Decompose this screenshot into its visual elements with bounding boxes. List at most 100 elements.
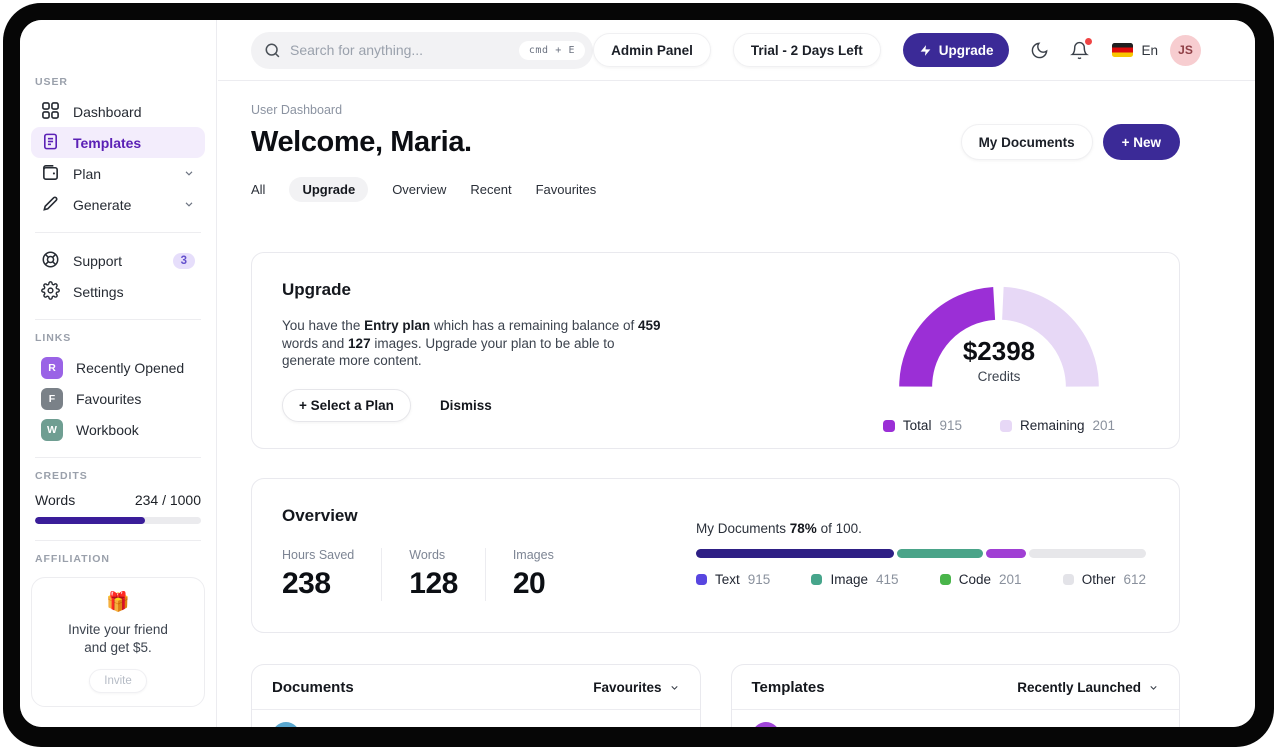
search-bar[interactable]: cmd + E [251,31,594,69]
templates-filter-dropdown[interactable]: Recently Launched [1017,680,1159,695]
upgrade-card-body: Upgrade You have the Entry plan which ha… [282,280,702,422]
sidebar-item-label: Plan [73,165,102,182]
dismiss-button[interactable]: Dismiss [439,397,492,413]
sidebar-section-affiliation: AFFILIATION [35,553,110,565]
legend-swatch [811,574,823,585]
breadcrumb: User Dashboard [251,103,343,117]
upgrade-card-actions: + Select a Plan Dismiss [282,388,702,422]
sidebar-item-dashboard[interactable]: Dashboard [31,96,205,127]
bar-segment-code [985,549,1026,558]
legend-item-other: Other 612 [1062,572,1146,587]
credits-progress-fill [35,517,145,524]
page-title: Welcome, Maria. [251,125,472,158]
tab-upgrade[interactable]: Upgrade [289,177,369,202]
legend-item-text: Text 915 [696,572,770,587]
stacked-progressbar [696,549,1146,558]
my-documents-button[interactable]: My Documents [960,124,1093,160]
language-label: En [1141,42,1158,58]
app-window: USER Dashboard Templates Plan Generate S… [20,20,1255,727]
sidebar-item-support[interactable]: Support 3 [31,245,205,276]
page-header: Welcome, Maria. My Documents + New [251,124,1180,160]
template-row[interactable]: Blog Post Title in Workbook [732,710,1180,727]
legend-swatch [1062,574,1074,585]
gauge-value: $2398 [962,336,1036,366]
select-plan-button[interactable]: + Select a Plan [282,388,411,422]
legend-item-total: Total 915 [882,418,962,433]
tab-overview[interactable]: Overview [392,182,447,197]
sidebar-item-templates[interactable]: Templates [31,127,205,158]
tab-bar: All Upgrade Overview Recent Favourites [251,177,1180,202]
germany-flag-icon [1112,43,1134,57]
templates-card-header: Templates Recently Launched [731,665,1179,710]
moon-icon [1030,41,1049,60]
link-initial-icon: R [41,356,63,379]
chevron-down-icon [669,682,680,693]
sidebar-item-generate[interactable]: Generate [31,189,205,220]
overview-stats-block: Overview Hours Saved 238 Words 128 Image… [282,506,672,605]
support-count-badge: 3 [172,252,195,269]
avatar[interactable]: JS [1170,34,1201,66]
sidebar-link-favourites[interactable]: F Favourites [31,383,205,414]
sidebar-item-settings[interactable]: Settings [31,276,205,307]
sidebar-link-recently-opened[interactable]: R Recently Opened [31,352,205,383]
upgrade-button[interactable]: Upgrade [902,33,1010,67]
sidebar-section-credits: CREDITS [35,470,88,482]
credits-name: Words [35,492,76,508]
sidebar-item-label: Support [73,252,123,269]
lifebuoy-icon [41,250,60,272]
overview-card-title: Overview [282,506,358,525]
sidebar-item-label: Dashboard [73,103,142,120]
document-row[interactable]: Untitled Document in Workbook [252,710,700,727]
credits-progressbar [35,517,201,524]
pencil-icon [41,194,60,216]
tab-favourites[interactable]: Favourites [535,182,597,197]
gauge-label: Credits [977,369,1021,384]
documents-card: Documents Favourites Untitled Document i… [251,664,701,727]
link-initial-icon: W [41,418,63,441]
upgrade-card: Upgrade You have the Entry plan which ha… [251,252,1180,449]
documents-filter-dropdown[interactable]: Favourites [593,680,679,695]
stat-value: 20 [512,567,546,600]
legend-swatch [939,574,951,585]
notification-dot [1085,37,1093,45]
tab-all[interactable]: All [251,182,266,197]
affiliation-text: Invite your friend and get $5. [68,622,168,655]
lightning-icon [919,44,932,57]
notifications-button[interactable] [1070,37,1093,60]
invite-button[interactable]: Invite [89,669,147,693]
search-input[interactable] [290,42,510,58]
tab-recent[interactable]: Recent [470,182,512,197]
documents-card-header: Documents Favourites [252,665,700,710]
gauge-arc-remaining [1001,286,1099,388]
theme-toggle-button[interactable] [1030,41,1049,60]
new-button[interactable]: + New [1102,124,1180,160]
gauge-center: $2398 Credits [890,336,1108,384]
trial-status-button[interactable]: Trial - 2 Days Left [732,33,881,67]
gear-icon [41,280,60,303]
legend-label: Text [715,572,740,587]
search-icon [264,42,281,59]
sidebar-item-label: Workbook [76,421,139,438]
template-avatar [751,722,780,727]
overview-card: Overview Hours Saved 238 Words 128 Image… [251,478,1180,633]
legend-item-remaining: Remaining 201 [999,418,1115,433]
upgrade-card-text: You have the Entry plan which has a rema… [282,318,661,368]
sidebar-section-user: USER [35,76,68,88]
language-selector[interactable]: En [1112,43,1158,58]
bottom-cards-row: Documents Favourites Untitled Document i… [251,664,1180,727]
legend-swatch [882,419,895,432]
sidebar-link-workbook[interactable]: W Workbook [31,414,205,445]
sidebar-divider [35,319,201,320]
progress-legend: Text 915 Image 415 Code 201 [696,572,1146,587]
search-shortcut-badge: cmd + E [518,40,586,60]
legend-label: Remaining [1019,418,1085,433]
sidebar-item-plan[interactable]: Plan [31,158,205,189]
gauge-legend: Total 915 Remaining 201 [882,418,1115,433]
stat-images: Images 20 [513,548,581,601]
chevron-down-icon [183,166,195,182]
upgrade-card-title: Upgrade [282,280,351,299]
legend-label: Other [1081,572,1116,587]
admin-panel-button[interactable]: Admin Panel [593,33,711,67]
gauge-chart: $2398 Credits [890,280,1108,404]
legend-label: Image [830,572,868,587]
